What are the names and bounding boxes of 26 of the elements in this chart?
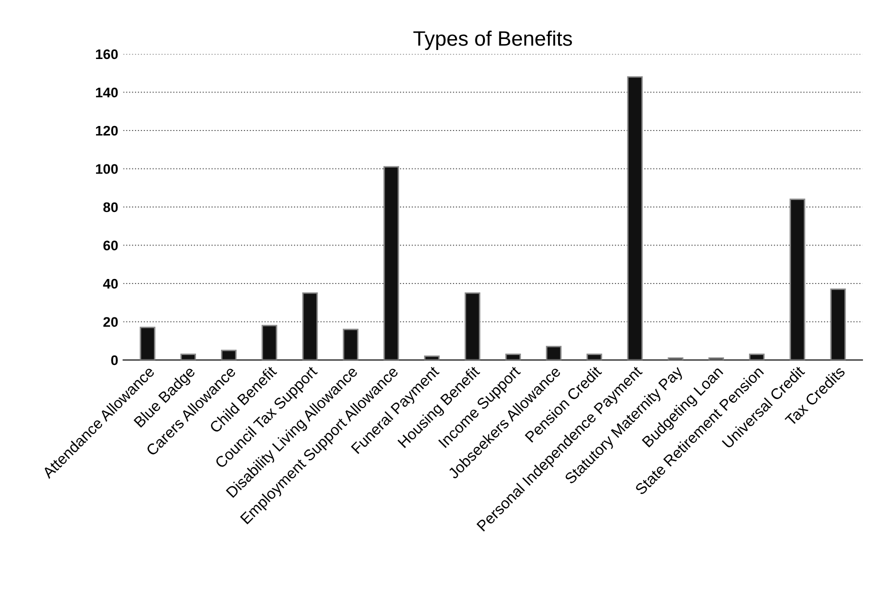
bar [464,292,480,360]
y-tick-label: 60 [103,240,118,250]
y-tick-label: 120 [96,126,118,136]
y-tick-label: 40 [103,278,118,289]
y-tick-label: 140 [96,88,118,98]
bar [220,350,237,360]
y-tick-label: 160 [96,49,118,60]
bar [424,355,440,360]
bar [748,354,765,360]
bar [586,354,602,360]
bar [140,326,156,360]
bar [302,292,318,360]
bar [627,76,643,360]
y-tick-label: 80 [103,202,118,212]
y-tick-label: 0 [111,355,118,366]
bar [790,198,806,360]
bar [505,354,521,360]
bar [383,166,400,360]
bar [830,288,846,360]
y-tick-label: 100 [96,164,118,174]
bar [262,324,278,360]
y-tick-label: 20 [103,317,118,327]
bar [180,354,196,360]
bar [342,328,358,360]
bar [546,346,562,360]
chart-title: Types of Benefits [413,30,572,50]
